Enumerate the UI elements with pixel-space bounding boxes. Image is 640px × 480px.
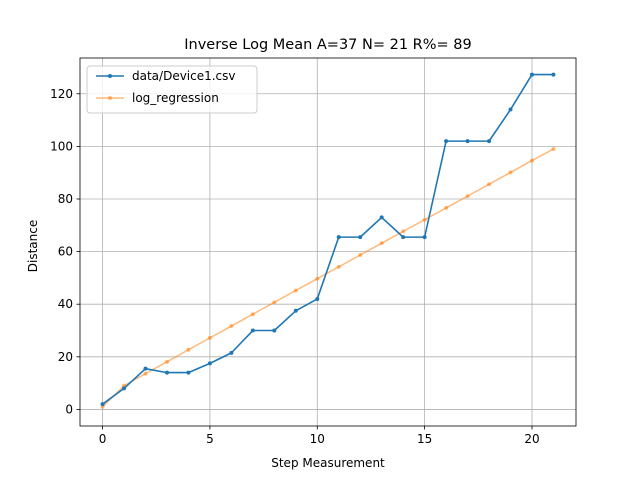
data-point xyxy=(444,205,449,210)
data-point xyxy=(444,139,449,144)
y-tick-label: 60 xyxy=(58,245,73,259)
data-point xyxy=(293,308,298,313)
data-point xyxy=(508,170,513,175)
data-point xyxy=(379,215,384,220)
data-point xyxy=(100,402,105,407)
y-tick-label: 120 xyxy=(50,87,73,101)
data-point xyxy=(122,386,127,391)
data-point xyxy=(551,147,556,152)
data-point xyxy=(186,347,191,352)
data-point xyxy=(164,370,169,375)
data-point xyxy=(422,217,427,222)
data-point xyxy=(272,300,277,305)
legend-marker-log-regression xyxy=(108,96,112,100)
data-point xyxy=(336,235,341,240)
data-point xyxy=(487,182,492,187)
series-line xyxy=(102,73,554,405)
x-tick-label: 15 xyxy=(417,432,432,446)
legend-label-device1: data/Device1.csv xyxy=(132,69,236,83)
y-tick-label: 100 xyxy=(50,139,73,153)
x-tick-label: 5 xyxy=(206,432,214,446)
data-point xyxy=(143,366,148,371)
data-point xyxy=(250,328,255,333)
data-point xyxy=(358,253,363,258)
data-point xyxy=(529,158,534,163)
x-tick-label: 20 xyxy=(524,432,539,446)
y-tick-label: 0 xyxy=(65,402,73,416)
data-point xyxy=(465,139,470,144)
series-layer xyxy=(100,72,556,409)
data-point xyxy=(551,72,556,77)
legend-marker-device1 xyxy=(108,74,112,78)
y-tick-label: 80 xyxy=(58,192,73,206)
x-tick-label: 10 xyxy=(310,432,325,446)
data-point xyxy=(379,241,384,246)
series-device1 xyxy=(100,72,556,407)
grid-lines xyxy=(80,58,576,426)
x-axis-label: Step Measurement xyxy=(271,456,385,470)
data-point xyxy=(315,276,320,281)
y-axis-ticks: 0 20 40 60 80 100 120 xyxy=(50,87,80,416)
data-point xyxy=(207,361,212,366)
data-point xyxy=(401,229,406,234)
series-line xyxy=(102,148,554,408)
data-point xyxy=(487,139,492,144)
series-log-regression xyxy=(100,147,556,409)
data-point xyxy=(465,194,470,199)
data-point xyxy=(293,288,298,293)
data-point xyxy=(229,324,234,329)
data-point xyxy=(529,72,534,77)
data-point xyxy=(315,296,320,301)
legend-box xyxy=(86,65,258,114)
data-point xyxy=(207,335,212,340)
data-point xyxy=(143,371,148,376)
y-axis-label: Distance xyxy=(26,220,40,272)
legend-label-log-regression: log_regression xyxy=(132,91,219,105)
data-point xyxy=(422,235,427,240)
data-point xyxy=(250,312,255,317)
data-point xyxy=(164,359,169,364)
x-axis-ticks: 0 5 10 15 20 xyxy=(99,426,540,446)
legend: data/Device1.csv log_regression xyxy=(86,65,258,114)
data-point xyxy=(336,264,341,269)
data-point xyxy=(186,370,191,375)
plot-area-frame xyxy=(79,57,577,427)
data-point xyxy=(272,328,277,333)
data-point xyxy=(508,107,513,112)
data-point xyxy=(229,350,234,355)
chart-title: Inverse Log Mean A=37 N= 21 R%= 89 xyxy=(184,37,472,53)
y-tick-label: 40 xyxy=(58,297,73,311)
x-tick-label: 0 xyxy=(99,432,107,446)
y-tick-label: 20 xyxy=(58,350,73,364)
data-point xyxy=(358,235,363,240)
data-point xyxy=(401,235,406,240)
